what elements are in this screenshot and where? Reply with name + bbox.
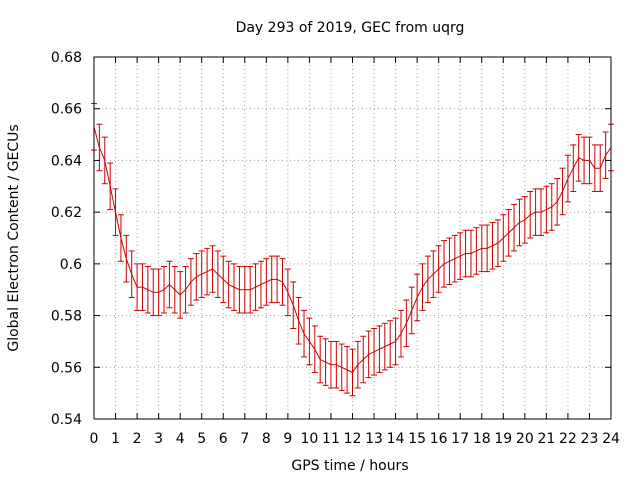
x-tick-label: 5	[197, 431, 206, 447]
y-tick-label: 0.6	[60, 257, 82, 273]
x-tick-label: 14	[387, 431, 405, 447]
x-tick-label: 4	[176, 431, 185, 447]
y-tick-label: 0.58	[51, 309, 82, 325]
series-line	[93, 126, 612, 374]
x-tick-label: 11	[322, 431, 340, 447]
x-tick-label: 10	[301, 431, 319, 447]
y-tick-label: 0.68	[51, 50, 82, 66]
x-tick-label: 8	[262, 431, 271, 447]
y-tick-label: 0.66	[51, 102, 82, 118]
x-tick-label: 6	[219, 431, 228, 447]
x-tick-label: 17	[451, 431, 469, 447]
x-tick-label: 24	[602, 431, 620, 447]
y-tick-label: 0.64	[51, 153, 82, 169]
chart-title: Day 293 of 2019, GEC from uqrg	[236, 20, 465, 36]
x-tick-label: 21	[537, 431, 555, 447]
x-tick-label: 12	[344, 431, 362, 447]
y-tick-label: 0.62	[51, 205, 82, 221]
axis-ticks	[93, 56, 612, 420]
x-tick-label: 1	[111, 431, 120, 447]
x-tick-label: 13	[365, 431, 383, 447]
x-tick-label: 22	[559, 431, 577, 447]
x-tick-label: 7	[240, 431, 249, 447]
y-axis-label: Global Electron Content / GECUs	[6, 124, 22, 351]
x-tick-label: 15	[408, 431, 426, 447]
x-tick-label: 19	[494, 431, 512, 447]
x-tick-label: 9	[283, 431, 292, 447]
x-tick-label: 0	[90, 431, 99, 447]
tick-labels: 0 1 2 3 4 5 6 7 8 9 10 11 12 13 14 15 16 17 18 19 20 21 22 23 24…	[51, 50, 620, 447]
y-tick-label: 0.56	[51, 360, 82, 376]
x-axis-label: GPS time / hours	[291, 458, 408, 474]
x-tick-label: 20	[516, 431, 534, 447]
y-tick-label: 0.54	[51, 412, 82, 428]
x-tick-label: 16	[430, 431, 448, 447]
x-tick-label: 3	[154, 431, 163, 447]
x-tick-label: 2	[133, 431, 142, 447]
x-tick-label: 23	[581, 431, 599, 447]
data-series	[91, 103, 614, 397]
x-tick-label: 18	[473, 431, 491, 447]
